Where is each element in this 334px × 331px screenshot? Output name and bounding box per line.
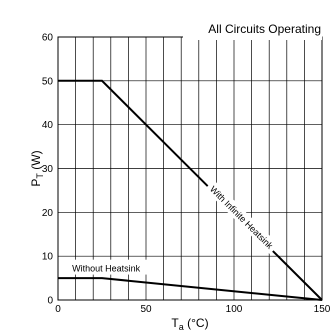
tick-label-layer: 0 50 100 150 0 10 20 30 40 50 60 [42,33,331,316]
with-heatsink-label-background [204,180,279,255]
y-tick-label: 60 [42,33,54,44]
y-axis-title-unit: (W) [29,150,43,173]
x-axis-title: Ta (°C) [171,316,208,331]
y-tick-label: 20 [42,208,54,219]
x-axis-title-subscript: a [179,322,184,331]
y-axis-title: PT (W) [29,150,45,186]
x-axis-title-main: T [171,316,179,330]
without-heatsink-curve [58,277,323,301]
without-heatsink-label-background [67,259,161,275]
y-tick-label: 0 [47,296,53,307]
chart-title: All Circuits Operating [208,22,321,36]
title-background [183,24,322,40]
without-heatsink-label: Without Heatsink [72,264,141,274]
y-tick-label: 30 [42,164,54,175]
x-tick-label: 150 [314,304,331,315]
y-axis-title-subscript: T [35,173,45,179]
y-axis-title-main: P [29,179,43,187]
y-tick-label: 10 [42,252,54,263]
y-tick-label: 50 [42,76,54,87]
x-tick-label: 100 [226,304,243,315]
x-tick-label: 50 [140,304,152,315]
y-tick-label: 40 [42,120,54,131]
x-tick-label: 0 [55,304,61,315]
x-axis-title-unit: (°C) [184,316,209,330]
with-infinite-heatsink-label: With Infinite Heatsink [208,184,275,251]
